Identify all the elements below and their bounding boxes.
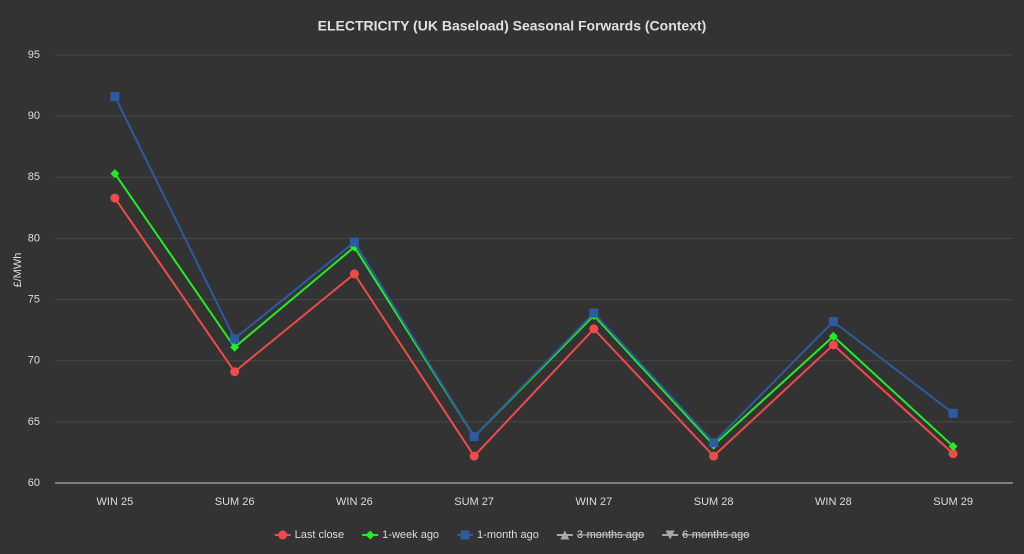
legend-label: 1-month ago <box>477 529 539 541</box>
y-axis-label: £/MWh <box>12 253 24 288</box>
legend-item[interactable]: 3-months ago <box>556 529 645 541</box>
chart-title: ELECTRICITY (UK Baseload) Seasonal Forwa… <box>318 18 707 34</box>
point <box>349 237 359 247</box>
legend-item[interactable]: Last close <box>274 529 345 541</box>
x-tick-label: WIN 26 <box>336 496 373 508</box>
y-tick-label: 80 <box>28 232 40 244</box>
x-tick-label: WIN 27 <box>576 496 613 508</box>
point <box>828 340 838 350</box>
y-tick-label: 70 <box>28 355 40 367</box>
x-tick-label: SUM 27 <box>454 496 494 508</box>
point <box>365 530 375 540</box>
point <box>278 530 288 540</box>
legend: Last close 1-week ago 1-month ago 3-months … <box>274 529 750 541</box>
y-tick-label: 90 <box>28 110 40 122</box>
y-tick-label: 95 <box>28 49 40 61</box>
x-tick-label: SUM 29 <box>933 496 973 508</box>
point <box>828 317 838 327</box>
point <box>230 367 240 377</box>
point <box>110 169 120 179</box>
legend-label: Last close <box>295 529 345 541</box>
point <box>230 334 240 344</box>
y-tick-label: 75 <box>28 293 40 305</box>
point <box>589 308 599 318</box>
point <box>948 408 958 418</box>
legend-item[interactable]: 6-months ago <box>662 529 750 541</box>
point <box>110 92 120 102</box>
x-tick-label: WIN 25 <box>97 496 134 508</box>
point <box>230 342 240 352</box>
point <box>560 530 570 540</box>
x-tick-label: SUM 26 <box>215 496 255 508</box>
x-tick-label: SUM 28 <box>694 496 734 508</box>
point <box>665 530 675 540</box>
point <box>828 331 838 341</box>
point <box>709 451 719 461</box>
point <box>589 324 599 334</box>
point <box>110 193 120 203</box>
x-tick-label: WIN 28 <box>815 496 852 508</box>
y-tick-label: 60 <box>28 477 40 489</box>
y-tick-label: 85 <box>28 171 40 183</box>
series-line <box>114 197 954 458</box>
legend-item[interactable]: 1-month ago <box>457 529 539 541</box>
legend-item[interactable]: 1-week ago <box>362 529 439 541</box>
point <box>460 530 470 540</box>
point <box>469 451 479 461</box>
point <box>948 441 958 451</box>
point <box>349 269 359 279</box>
y-tick-label: 65 <box>28 416 40 428</box>
point <box>709 438 719 448</box>
point <box>948 449 958 459</box>
point <box>469 432 479 442</box>
series-line <box>113 96 954 445</box>
legend-label: 1-week ago <box>382 529 439 541</box>
